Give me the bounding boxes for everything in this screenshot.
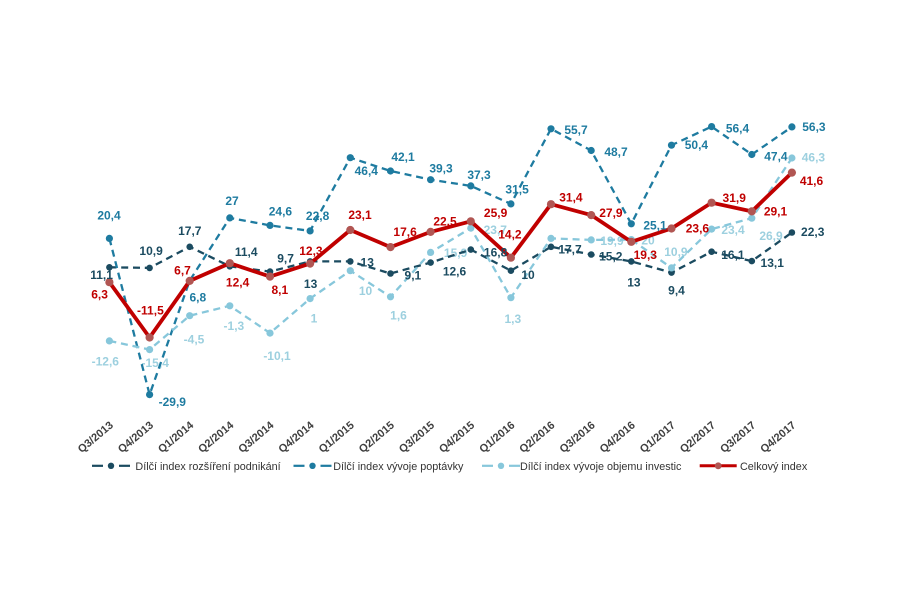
svg-text:23,1: 23,1 <box>348 208 372 222</box>
svg-text:23,6: 23,6 <box>686 222 710 236</box>
svg-text:27: 27 <box>225 194 239 208</box>
svg-text:56,4: 56,4 <box>726 122 750 136</box>
svg-text:22,3: 22,3 <box>801 225 825 239</box>
svg-text:12,6: 12,6 <box>443 265 467 279</box>
svg-text:25,9: 25,9 <box>484 206 508 220</box>
svg-text:6,3: 6,3 <box>91 288 108 302</box>
svg-text:8,1: 8,1 <box>271 283 288 297</box>
svg-text:6,8: 6,8 <box>189 291 206 305</box>
svg-text:-12,6: -12,6 <box>92 354 120 368</box>
svg-text:37,3: 37,3 <box>467 168 491 182</box>
svg-text:9,4: 9,4 <box>668 284 685 298</box>
svg-text:13: 13 <box>304 277 318 291</box>
svg-text:6,7: 6,7 <box>174 263 191 277</box>
svg-text:Celkový index: Celkový index <box>740 461 808 473</box>
svg-text:13,1: 13,1 <box>761 256 785 270</box>
svg-text:10,9: 10,9 <box>664 245 688 259</box>
svg-text:56,3: 56,3 <box>802 120 826 134</box>
svg-text:42,1: 42,1 <box>391 150 415 164</box>
svg-text:26,9: 26,9 <box>759 229 783 243</box>
svg-text:20,4: 20,4 <box>97 209 121 223</box>
svg-text:11,4: 11,4 <box>235 245 258 259</box>
svg-text:14,2: 14,2 <box>498 228 522 242</box>
svg-text:9,1: 9,1 <box>405 268 422 282</box>
svg-text:41,6: 41,6 <box>800 174 824 188</box>
svg-text:-1,3: -1,3 <box>224 319 245 333</box>
svg-text:23,7: 23,7 <box>484 223 508 237</box>
svg-text:22,5: 22,5 <box>433 215 457 229</box>
svg-text:17,7: 17,7 <box>558 243 582 257</box>
svg-text:31,5: 31,5 <box>505 182 529 196</box>
svg-text:39,3: 39,3 <box>429 162 453 176</box>
svg-text:19,3: 19,3 <box>634 248 658 262</box>
svg-text:15,2: 15,2 <box>599 250 623 264</box>
svg-text:55,7: 55,7 <box>564 123 588 137</box>
svg-text:50,4: 50,4 <box>685 138 709 152</box>
svg-text:15,9: 15,9 <box>444 246 468 260</box>
svg-text:31,9: 31,9 <box>723 191 747 205</box>
svg-text:Dílčí index vývoje poptávky: Dílčí index vývoje poptávky <box>333 461 464 473</box>
svg-text:48,7: 48,7 <box>604 145 628 159</box>
svg-text:10: 10 <box>359 284 373 298</box>
svg-text:1,3: 1,3 <box>504 312 521 326</box>
svg-text:10,9: 10,9 <box>139 244 163 258</box>
svg-text:46,3: 46,3 <box>802 151 826 165</box>
svg-text:17,6: 17,6 <box>393 225 417 239</box>
svg-text:13: 13 <box>361 256 375 270</box>
svg-text:16,8: 16,8 <box>484 246 508 260</box>
svg-text:10: 10 <box>521 268 535 282</box>
svg-text:1,6: 1,6 <box>390 308 407 322</box>
svg-text:9,7: 9,7 <box>277 251 294 265</box>
svg-text:29,1: 29,1 <box>764 205 788 219</box>
svg-text:13: 13 <box>627 276 641 290</box>
svg-text:11,1: 11,1 <box>90 268 113 282</box>
svg-text:46,4: 46,4 <box>355 164 379 178</box>
svg-text:-15,4: -15,4 <box>142 356 170 370</box>
svg-text:-11,5: -11,5 <box>137 304 164 318</box>
svg-text:23,4: 23,4 <box>721 223 745 237</box>
svg-text:-29,9: -29,9 <box>159 395 187 409</box>
svg-text:Dílčí index rozšíření podnikán: Dílčí index rozšíření podnikání <box>135 461 280 473</box>
svg-text:1: 1 <box>311 312 318 326</box>
svg-text:27,9: 27,9 <box>599 206 623 220</box>
svg-text:12,3: 12,3 <box>299 244 323 258</box>
svg-text:16,1: 16,1 <box>721 248 745 262</box>
svg-text:17,7: 17,7 <box>178 224 202 238</box>
svg-text:12,4: 12,4 <box>226 276 250 290</box>
svg-text:47,4: 47,4 <box>764 149 788 163</box>
svg-text:25,1: 25,1 <box>643 219 667 233</box>
svg-text:-4,5: -4,5 <box>184 333 205 347</box>
svg-text:31,4: 31,4 <box>559 190 583 204</box>
svg-text:-10,1: -10,1 <box>263 349 291 363</box>
svg-text:Dílčí index vývoje objemu inve: Dílčí index vývoje objemu investic <box>520 461 682 473</box>
svg-text:24,6: 24,6 <box>269 205 293 219</box>
svg-text:22,8: 22,8 <box>306 209 330 223</box>
